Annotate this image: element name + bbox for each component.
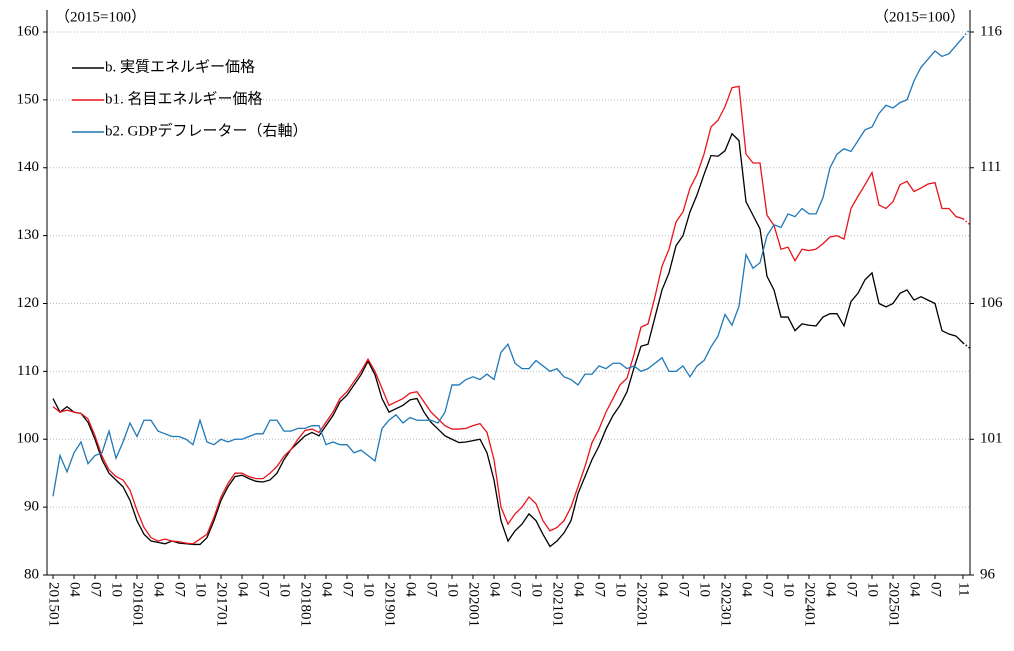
x-tick-label: 07 — [256, 582, 272, 598]
legend-label: b. 実質エネルギー価格 — [105, 57, 255, 75]
x-tick-label: 202001 — [466, 582, 482, 627]
y-tick-label: 130 — [17, 227, 40, 243]
x-tick-label: 07 — [928, 582, 944, 598]
x-tick-label: 04 — [655, 582, 671, 598]
y-tick-label: 150 — [17, 91, 40, 107]
x-tick-label: 201601 — [130, 582, 146, 627]
x-tick-label: 07 — [760, 582, 776, 598]
x-tick-label: 202301 — [718, 582, 734, 627]
x-tick-label: 07 — [172, 582, 188, 598]
x-tick-label: 04 — [907, 582, 923, 598]
x-tick-label: 04 — [319, 582, 335, 598]
x-tick-label: 10 — [865, 582, 881, 597]
x-tick-label: 04 — [823, 582, 839, 598]
x-tick-label: 10 — [529, 582, 545, 597]
y-tick-label: 120 — [17, 295, 40, 311]
x-tick-label: 04 — [151, 582, 167, 598]
x-tick-label: 04 — [739, 582, 755, 598]
x-tick-label: 201801 — [298, 582, 314, 627]
x-tick-label: 07 — [844, 582, 860, 598]
y2-tick-label: 101 — [980, 431, 1003, 447]
y2-tick-label: 116 — [980, 23, 1002, 39]
x-tick-label: 10 — [697, 582, 713, 597]
y-tick-label: 80 — [24, 566, 39, 582]
series-line-tail — [962, 342, 971, 349]
x-tick-label: 07 — [88, 582, 104, 598]
x-tick-label: 07 — [340, 582, 356, 598]
x-tick-label: 04 — [403, 582, 419, 598]
x-tick-label: 10 — [361, 582, 377, 597]
series-line-tail — [962, 28, 971, 38]
x-tick-label: 202401 — [802, 582, 818, 627]
x-tick-label: 201901 — [382, 582, 398, 627]
legend-label: b2. GDPデフレーター（右軸） — [105, 121, 308, 139]
x-tick-label: 10 — [193, 582, 209, 597]
y-tick-label: 110 — [17, 363, 39, 379]
x-tick-label: 10 — [613, 582, 629, 597]
y2-tick-label: 96 — [980, 566, 996, 582]
y-tick-label: 100 — [17, 431, 40, 447]
series-line — [52, 85, 964, 545]
x-tick-label: 10 — [781, 582, 797, 597]
y2-tick-label: 111 — [980, 159, 1001, 175]
x-tick-label: 201701 — [214, 582, 230, 627]
x-tick-label: 07 — [592, 582, 608, 598]
x-tick-label: 202201 — [634, 582, 650, 627]
y-tick-label: 90 — [24, 499, 39, 515]
y-tick-label: 140 — [17, 159, 40, 175]
y-tick-label: 160 — [17, 23, 40, 39]
x-tick-label: 07 — [508, 582, 524, 598]
x-tick-label: 10 — [445, 582, 461, 597]
x-tick-label: 04 — [487, 582, 503, 598]
x-tick-label: 202501 — [886, 582, 902, 627]
x-tick-label: 201501 — [46, 582, 62, 627]
x-tick-label: 11 — [956, 582, 972, 596]
x-tick-label: 202101 — [550, 582, 566, 627]
x-tick-label: 04 — [235, 582, 251, 598]
series-line — [52, 37, 964, 497]
x-tick-label: 10 — [277, 582, 293, 597]
left-axis-note: （2015=100） — [55, 8, 146, 25]
right-axis-note: （2015=100） — [874, 8, 965, 25]
x-tick-label: 04 — [67, 582, 83, 598]
series-line-tail — [962, 218, 971, 226]
x-tick-label: 04 — [571, 582, 587, 598]
y2-tick-label: 106 — [980, 295, 1003, 311]
series-line — [52, 132, 964, 548]
legend-label: b1. 名目エネルギー価格 — [105, 90, 263, 107]
x-tick-label: 07 — [676, 582, 692, 598]
x-tick-label: 10 — [109, 582, 125, 597]
x-tick-label: 07 — [424, 582, 440, 598]
